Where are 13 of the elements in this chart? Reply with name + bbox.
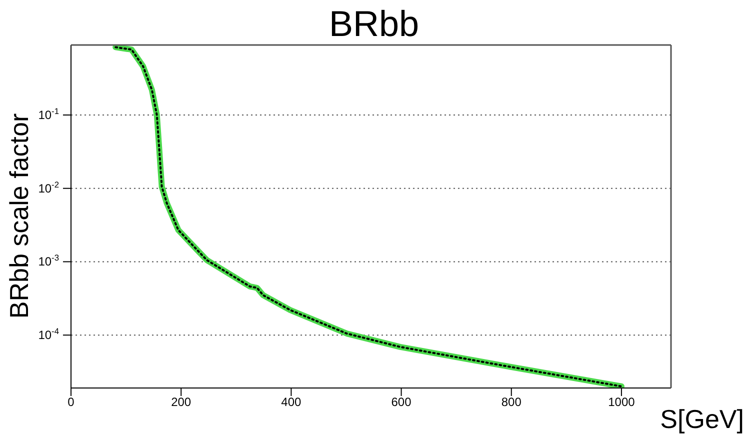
- x-tick-label: 0: [68, 395, 75, 409]
- x-tick-label: 800: [501, 395, 522, 409]
- chart-title: BRbb: [328, 3, 420, 44]
- x-tick-label: 600: [391, 395, 412, 409]
- y-tick-label: 10$^{-2}$: [38, 179, 60, 196]
- x-axis-title: S[GeV]: [660, 404, 744, 434]
- y-tick-label: 10$^{-1}$: [38, 106, 60, 122]
- y-tick-label: 10$^{-3}$: [38, 252, 60, 269]
- x-tick-label: 200: [171, 395, 192, 409]
- y-axis-title: BRbb scale factor: [4, 113, 34, 319]
- x-tick-label: 1000: [608, 395, 636, 409]
- y-tick-label: 10$^{-4}$: [38, 326, 60, 342]
- x-tick-label: 400: [281, 395, 302, 409]
